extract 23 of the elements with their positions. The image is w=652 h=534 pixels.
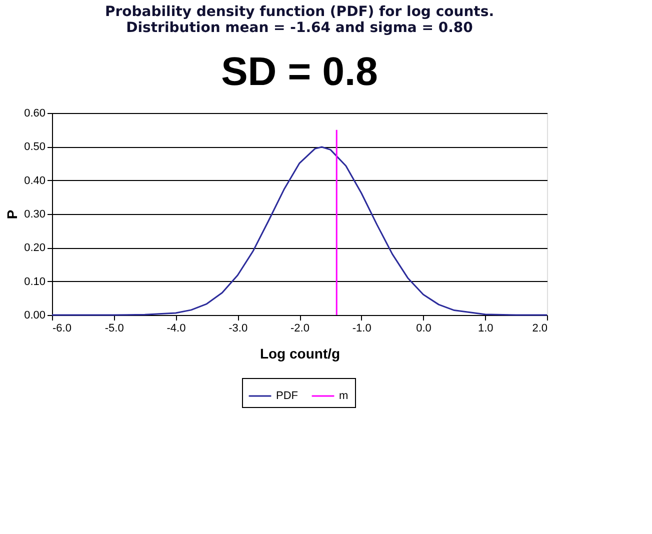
chart-subtitle: SD = 0.8 — [221, 50, 378, 94]
y-tick-label: 0.20 — [24, 242, 46, 254]
y-axis-title: P — [4, 210, 20, 220]
legend-label: PDF — [276, 390, 298, 402]
x-tick-label: 1.0 — [478, 322, 494, 334]
x-tick-label: 2.0 — [532, 322, 548, 334]
y-tick-label: 0.40 — [24, 174, 46, 187]
y-tick-label: 0.30 — [24, 208, 46, 220]
y-tick-label: 0.00 — [24, 310, 46, 322]
line-series — [51, 146, 548, 316]
x-axis-title: Log count/g — [260, 346, 340, 362]
chart-title: Probability density function (PDF) for log counts. Distribution mean = -1.64 and sigma = 0.80 — [104, 4, 494, 36]
x-tick-label: -2.0 — [290, 322, 310, 334]
x-tick-label: -4.0 — [166, 322, 186, 334]
legend-label: m — [339, 390, 348, 402]
y-tick-label: 0.60 — [24, 108, 46, 120]
x-tick-label: -5.0 — [104, 322, 124, 334]
x-tick-label: -1.0 — [352, 322, 372, 334]
x-tick-label: 0.0 — [416, 322, 432, 334]
x-tick-label: -3.0 — [228, 322, 248, 334]
y-tick-label: 0.10 — [24, 276, 46, 288]
x-tick-label: -6.0 — [52, 322, 72, 334]
y-tick-label: 0.50 — [24, 141, 46, 154]
